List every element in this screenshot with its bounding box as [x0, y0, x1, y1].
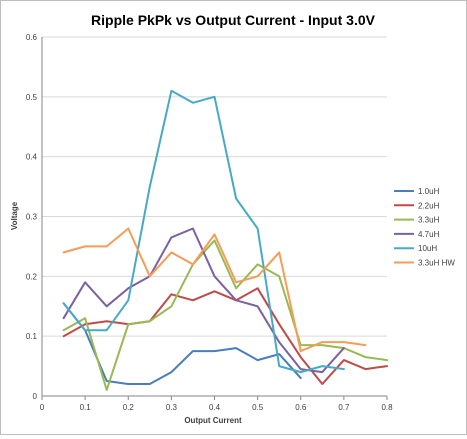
legend-label: 4.7uH [418, 230, 440, 239]
x-tick-label: 0.2 [123, 403, 135, 412]
legend-label: 10uH [418, 244, 437, 253]
y-tick-label: 0.1 [26, 332, 38, 341]
y-tick-label: 0 [33, 392, 38, 401]
series-line-0 [62, 302, 302, 385]
legend-label: 1.0uH [418, 187, 440, 196]
legend-label: 2.2uH [418, 201, 440, 210]
legend: 1.0uH 2.2uH 3.3uH 4.7uH 10uH 3.3uH HW [394, 187, 455, 268]
series-lines [62, 89, 388, 391]
series-line-5 [62, 227, 367, 353]
series-line-1 [62, 287, 388, 385]
y-axis-title: Voltage [10, 201, 19, 230]
x-tick-label: 0.7 [338, 403, 350, 412]
axes: 0 0.1 0.2 0.3 0.4 0.5 0.6 0 0.1 0.2 0.3 0.4 0.5 0.6 0.… [26, 33, 393, 412]
x-axis-title: Output Current [184, 416, 242, 425]
x-tick-label: 0.1 [80, 403, 92, 412]
legend-label: 3.3uH [418, 216, 440, 225]
y-tick-label: 0.4 [26, 153, 38, 162]
x-tick-label: 0.5 [252, 403, 264, 412]
series-line-3 [62, 227, 345, 374]
chart-title: Ripple PkPk vs Output Current - Input 3.… [91, 12, 376, 28]
y-tick-label: 0.5 [26, 93, 38, 102]
x-tick-label: 0.8 [381, 403, 393, 412]
x-tick-label: 0.6 [295, 403, 307, 412]
y-tick-label: 0.6 [26, 33, 38, 42]
x-tick-label: 0 [40, 403, 45, 412]
x-tick-label: 0.3 [166, 403, 178, 412]
series-line-4 [62, 89, 345, 374]
y-tick-label: 0.3 [26, 213, 38, 222]
x-tick-label: 0.4 [209, 403, 221, 412]
y-tick-label: 0.2 [26, 272, 38, 281]
series-line-2 [62, 239, 388, 391]
legend-label: 3.3uH HW [418, 259, 455, 268]
